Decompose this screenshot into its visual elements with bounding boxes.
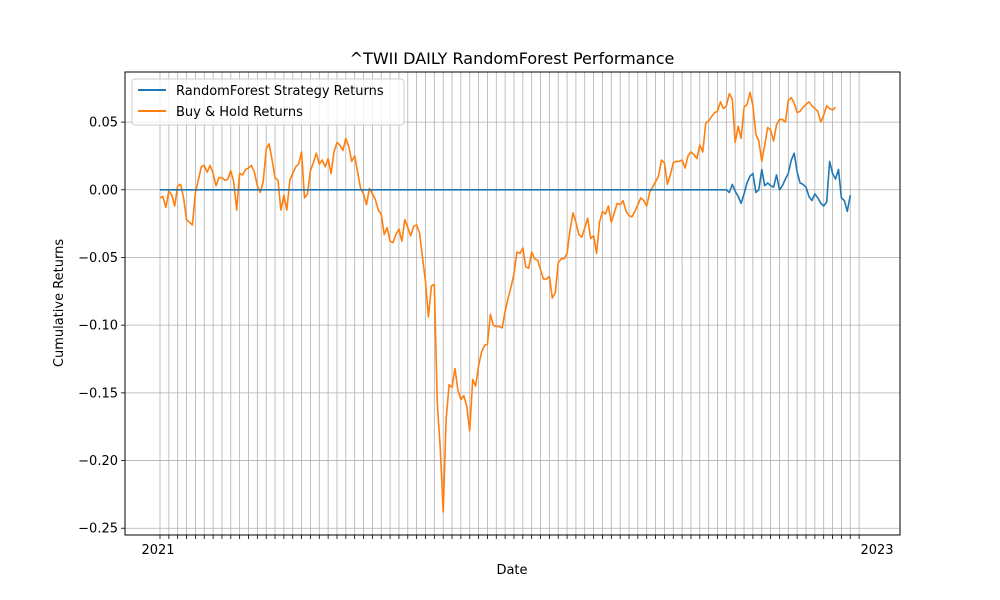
y-axis-ticks: −0.25 −0.20 −0.15 −0.10 −0.05 0.00 0.05 [78, 116, 125, 537]
series-line-buy-hold [159, 91, 837, 513]
chart-title: ^TWII DAILY RandomForest Performance [350, 49, 675, 68]
legend-label-buy-hold: Buy & Hold Returns [176, 105, 303, 120]
legend: RandomForest Strategy Returns Buy & Hold… [131, 78, 405, 126]
y-tick-label: −0.25 [78, 522, 118, 537]
series-line-strategy [160, 152, 852, 213]
y-tick-label: 0.00 [89, 183, 118, 198]
y-tick-label: −0.15 [78, 386, 118, 401]
y-tick-label: −0.10 [78, 319, 118, 334]
legend-label-strategy: RandomForest Strategy Returns [176, 84, 384, 99]
y-tick-label: −0.20 [78, 454, 118, 469]
legend-box [131, 78, 405, 126]
y-tick-label: 0.05 [89, 116, 118, 131]
x-grid [159, 72, 860, 535]
plot-frame [124, 71, 901, 536]
x-axis-label: Date [496, 563, 527, 578]
y-tick-label: −0.05 [78, 251, 118, 266]
x-tick-label-last: 2023 [860, 543, 893, 558]
y-axis-label: Cumulative Returns [52, 239, 67, 367]
x-tick-label-first: 2021 [141, 543, 174, 558]
x-axis-ticks: 2021 2023 [141, 535, 894, 558]
series-layer [159, 91, 852, 513]
